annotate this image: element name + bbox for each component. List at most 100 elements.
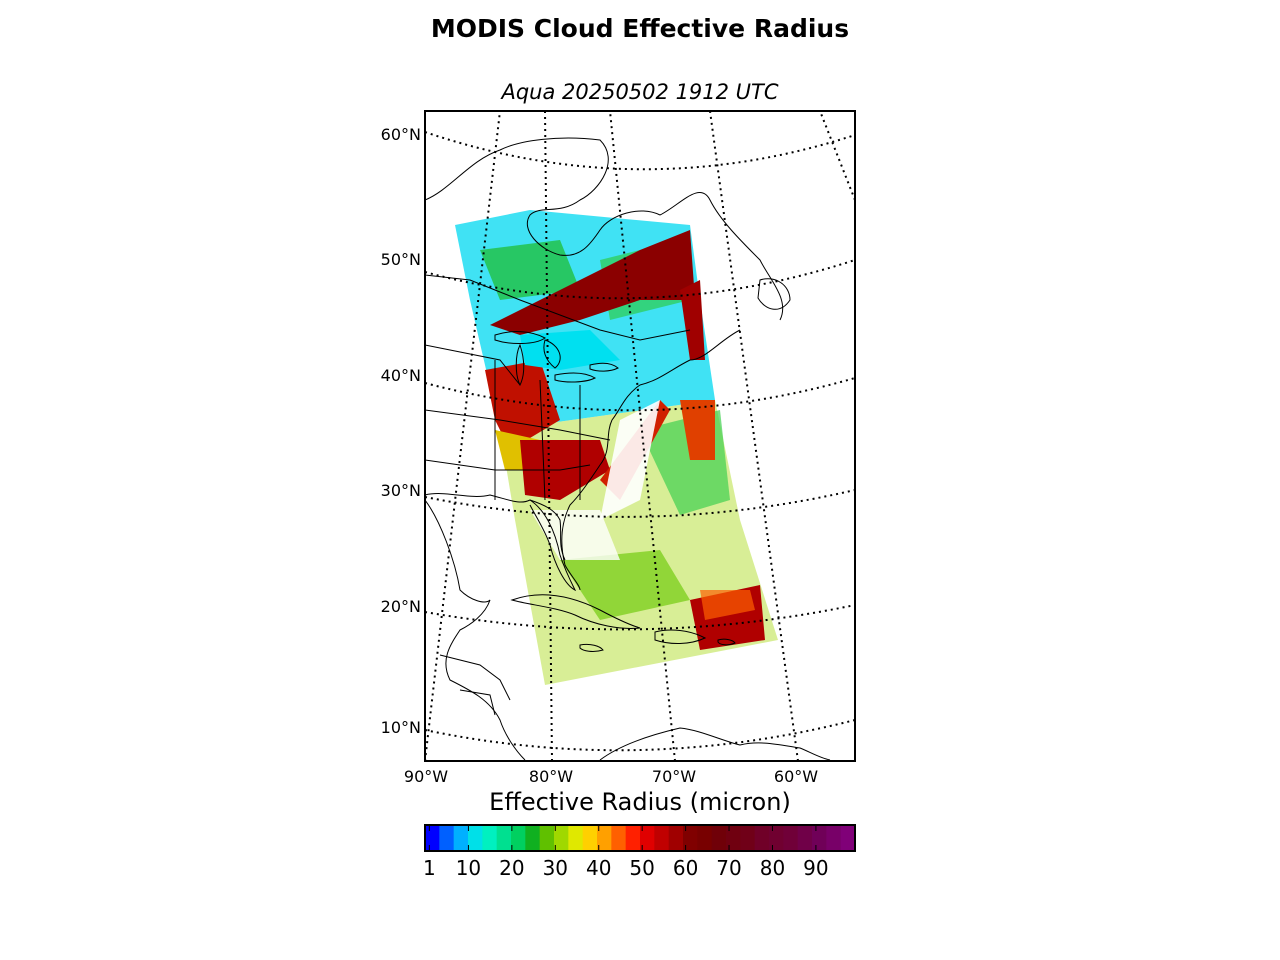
colorbar-tick-label: 90 [803,856,829,880]
swath-band-orange-1 [700,590,755,620]
lat-label-10n: 10°N [380,718,421,737]
colorbar-swatch [826,825,842,851]
swath-band-red-4 [680,400,715,460]
colorbar-swatch [525,825,541,851]
swath-patch-green-1 [480,240,580,300]
lon-label-60w: 60°W [773,767,819,786]
parallel-50n [425,259,855,300]
meridian-80w [544,111,553,761]
map-subtitle: Aqua 20250502 1912 UTC [501,80,779,104]
colorbar-swatch [453,825,469,851]
lake-superior [494,331,546,344]
border-us-canada [425,274,691,341]
colorbar-swatch [683,825,698,851]
coastlines [425,137,831,761]
colorbar-swatch [439,825,455,851]
colorbar-swatch [769,825,784,851]
colorbar-swatch [554,825,569,851]
page-title: MODIS Cloud Effective Radius [430,14,850,43]
map-frame [424,110,856,762]
colorbar-swatch [640,825,655,851]
colorbar-swatch [654,825,670,851]
coastline-gulf [425,493,566,561]
parallel-10n [425,719,855,752]
lat-label-60n: 60°N [380,125,421,144]
parallel-30n [425,489,855,518]
colorbar-swatch [539,825,555,851]
colorbar-tick-label: 1 [422,856,436,880]
lat-label-20n: 20°N [380,597,421,616]
colorbar-swatch [740,825,756,851]
colorbar-swatches [425,825,856,851]
lat-label-50n: 50°N [380,250,421,269]
graticule [425,111,855,761]
meridian-70w [609,111,676,761]
border-state-3 [425,459,591,471]
colorbar-title: Effective Radius (micron) [489,788,791,816]
colorbar-swatch [611,825,627,851]
cloud-swath [455,210,778,685]
lake-ontario [589,362,619,372]
border-central-america-2 [459,689,496,716]
colorbar-swatch [496,825,512,851]
lon-label-90w: 90°W [403,767,449,786]
coastline-labrador [659,192,784,321]
colorbar-tick-label: 10 [455,856,482,880]
parallel-20n [425,604,855,631]
colorbar-tick-label: 30 [542,856,569,880]
colorbar-swatch [726,825,741,851]
colorbar-swatch [625,825,641,851]
lon-label-70w: 70°W [651,767,697,786]
colorbar-tick-label: 70 [716,856,742,880]
meridian-50w [819,111,855,201]
swath-band-red-1 [485,360,560,450]
coastline-mexico [425,499,526,761]
lat-label-40n: 40°N [380,366,421,385]
colorbar-swatch [711,825,727,851]
colorbar-swatch [468,825,483,851]
colorbar-swatch [511,825,526,851]
meridian-60w [709,111,799,761]
meridian-90w [425,111,501,761]
colorbar-swatch [812,825,827,851]
lat-label-30n: 30°N [380,481,421,500]
coastline-puerto-rico [717,638,736,646]
colorbar-swatch [568,825,584,851]
colorbar-swatch [597,825,612,851]
coastline-florida [529,499,577,592]
parallel-40n [425,377,855,412]
colorbar-tick-label: 40 [586,856,612,880]
swath-gap-2 [530,510,620,560]
coastline-jamaica [579,643,604,652]
swath-band-dark-1 [490,230,695,335]
swath-gap-1 [600,400,660,520]
colorbar-swatch [840,825,856,851]
colorbar-swatch [697,825,713,851]
colorbar-tick-label: 60 [672,856,699,880]
colorbar-swatch [797,825,813,851]
swath-patch-green-4 [560,550,690,620]
coastline-south-america [599,727,831,761]
colorbar-tick-label: 80 [759,856,786,880]
colorbar-tick-label: 50 [629,856,655,880]
border-state-1 [425,344,521,386]
swath-band-dark-2 [680,280,705,360]
lake-huron [543,339,561,369]
border-central-america [439,654,511,701]
parallel-60n [425,131,855,171]
lake-erie [554,372,597,383]
colorbar-swatch [425,825,440,851]
colorbar-swatch [668,825,684,851]
colorbar-swatch [783,825,799,851]
swath-band-red-2 [520,440,610,500]
coastline-hudson-bay [425,137,661,256]
colorbar-swatch [754,825,770,851]
colorbar-swatch [582,825,598,851]
colorbar-frame [424,824,856,852]
colorbar-tick-label: 20 [499,856,525,880]
colorbar-swatch [482,825,498,851]
lon-label-80w: 80°W [528,767,574,786]
coastline-cuba [510,594,641,629]
